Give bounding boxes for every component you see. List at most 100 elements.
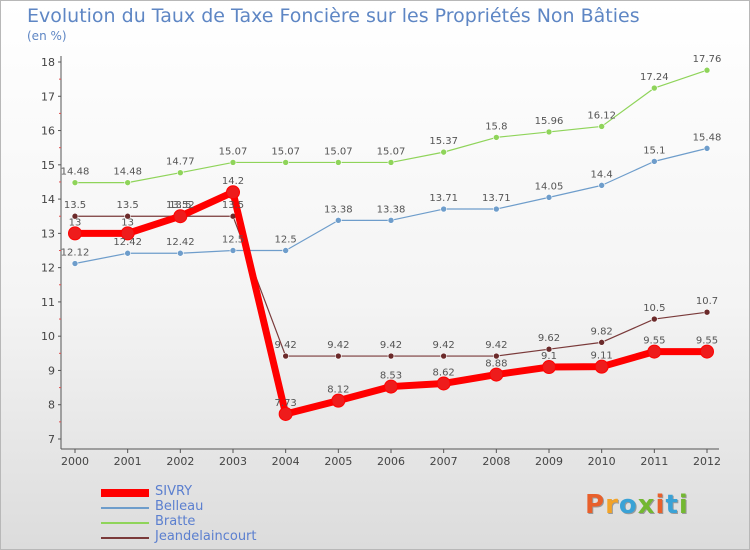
data-label-jeandelaincourt: 9.62 (538, 333, 560, 344)
legend-label: Belleau (155, 499, 204, 514)
data-point-sivry (120, 226, 135, 241)
x-tick-label: 2003 (219, 455, 247, 468)
data-label-jeandelaincourt: 10.7 (696, 296, 718, 307)
data-label-belleau: 12.42 (166, 237, 195, 248)
data-point-belleau (387, 217, 395, 224)
data-point-belleau (124, 249, 131, 257)
data-label-belleau: 12.12 (61, 248, 90, 259)
proxiti-logo: Proxiti (585, 490, 689, 520)
data-label-bratte: 15.07 (377, 146, 406, 157)
data-label-jeandelaincourt: 9.42 (433, 340, 455, 351)
data-label-bratte: 14.77 (166, 157, 195, 168)
y-tick-label: 15 (41, 159, 55, 172)
data-label-bratte: 17.76 (693, 54, 722, 65)
data-point-jeandelaincourt (651, 315, 658, 323)
data-label-jeandelaincourt: 9.42 (485, 340, 507, 351)
data-point-sivry (384, 379, 398, 394)
data-point-bratte (177, 169, 184, 177)
x-tick-label: 2009 (535, 455, 563, 468)
data-point-sivry (700, 344, 714, 359)
data-label-jeandelaincourt: 9.42 (380, 340, 402, 351)
x-tick-label: 2010 (588, 455, 616, 468)
legend-swatch (101, 488, 149, 497)
data-label-bratte: 16.12 (587, 110, 616, 121)
data-point-bratte (440, 148, 447, 156)
data-label-belleau: 13.38 (377, 204, 406, 215)
y-tick-label: 12 (41, 262, 55, 275)
data-point-belleau (229, 247, 237, 254)
data-label-sivry: 9.1 (541, 351, 557, 362)
x-tick-label: 2001 (114, 455, 142, 468)
x-tick-label: 2008 (482, 455, 510, 468)
y-tick-label: 8 (48, 399, 55, 412)
data-label-sivry: 13 (121, 217, 134, 228)
legend-label: Jeandelaincourt (155, 529, 257, 544)
data-point-sivry (68, 226, 82, 241)
data-point-jeandelaincourt (71, 212, 79, 220)
data-point-sivry (594, 359, 609, 374)
data-point-belleau (282, 247, 289, 254)
data-point-belleau (651, 158, 658, 165)
data-point-jeandelaincourt (335, 352, 342, 360)
data-point-belleau (545, 194, 553, 201)
data-label-sivry: 7.73 (275, 398, 297, 409)
data-point-bratte (282, 159, 289, 166)
data-point-bratte (651, 84, 658, 92)
data-label-jeandelaincourt: 9.82 (591, 326, 613, 337)
data-label-jeandelaincourt: 13.5 (117, 200, 139, 211)
data-point-jeandelaincourt (493, 352, 500, 360)
data-label-belleau: 13.71 (482, 193, 511, 204)
data-point-bratte (703, 66, 711, 74)
data-label-sivry: 8.12 (327, 385, 349, 396)
data-label-belleau: 14.05 (535, 181, 564, 192)
x-tick-label: 2006 (377, 455, 405, 468)
data-label-bratte: 15.8 (485, 121, 507, 132)
data-label-jeandelaincourt: 13.5 (222, 200, 244, 211)
data-point-belleau (493, 205, 500, 213)
data-label-jeandelaincourt: 10.5 (643, 303, 665, 314)
data-point-belleau (440, 205, 447, 213)
data-point-jeandelaincourt (387, 352, 395, 360)
y-tick-label: 14 (41, 193, 55, 206)
data-label-bratte: 15.07 (219, 146, 248, 157)
data-label-bratte: 14.48 (61, 167, 90, 178)
data-point-sivry (173, 209, 188, 224)
data-point-sivry (647, 344, 662, 359)
data-point-belleau (71, 260, 79, 267)
data-label-bratte: 15.37 (429, 136, 458, 147)
data-label-jeandelaincourt: 9.42 (275, 340, 297, 351)
data-label-sivry: 8.88 (485, 359, 507, 370)
data-label-sivry: 8.62 (433, 367, 455, 378)
x-tick-label: 2004 (272, 455, 300, 468)
data-point-jeandelaincourt (440, 352, 447, 360)
x-tick-label: 2012 (693, 455, 721, 468)
y-tick-label: 18 (41, 56, 55, 69)
y-tick-label: 10 (41, 330, 55, 343)
data-point-jeandelaincourt (124, 212, 131, 220)
legend-label: Bratte (155, 514, 196, 529)
data-point-jeandelaincourt (703, 308, 711, 316)
data-point-sivry (542, 360, 556, 375)
data-label-sivry: 8.53 (380, 371, 402, 382)
data-label-belleau: 15.1 (643, 145, 665, 156)
data-label-bratte: 14.48 (113, 167, 142, 178)
legend-swatch (101, 521, 149, 524)
chart-subtitle: (en %) (27, 29, 67, 43)
data-point-sivry (278, 406, 293, 421)
data-label-bratte: 15.07 (324, 146, 353, 157)
data-point-bratte (545, 128, 553, 136)
data-label-sivry: 13 (69, 217, 82, 228)
legend-label: SIVRY (155, 484, 193, 499)
data-label-belleau: 12.5 (222, 235, 244, 246)
data-point-sivry (331, 393, 346, 408)
data-point-bratte (71, 179, 79, 186)
data-point-belleau (177, 249, 184, 257)
y-tick-label: 17 (41, 90, 55, 103)
x-tick-label: 2002 (166, 455, 194, 468)
y-tick-label: 9 (48, 364, 55, 377)
data-point-belleau (598, 182, 605, 189)
y-tick-label: 7 (48, 433, 55, 446)
logo-letter: i (678, 490, 689, 520)
data-label-sivry: 13.5 (169, 200, 191, 211)
